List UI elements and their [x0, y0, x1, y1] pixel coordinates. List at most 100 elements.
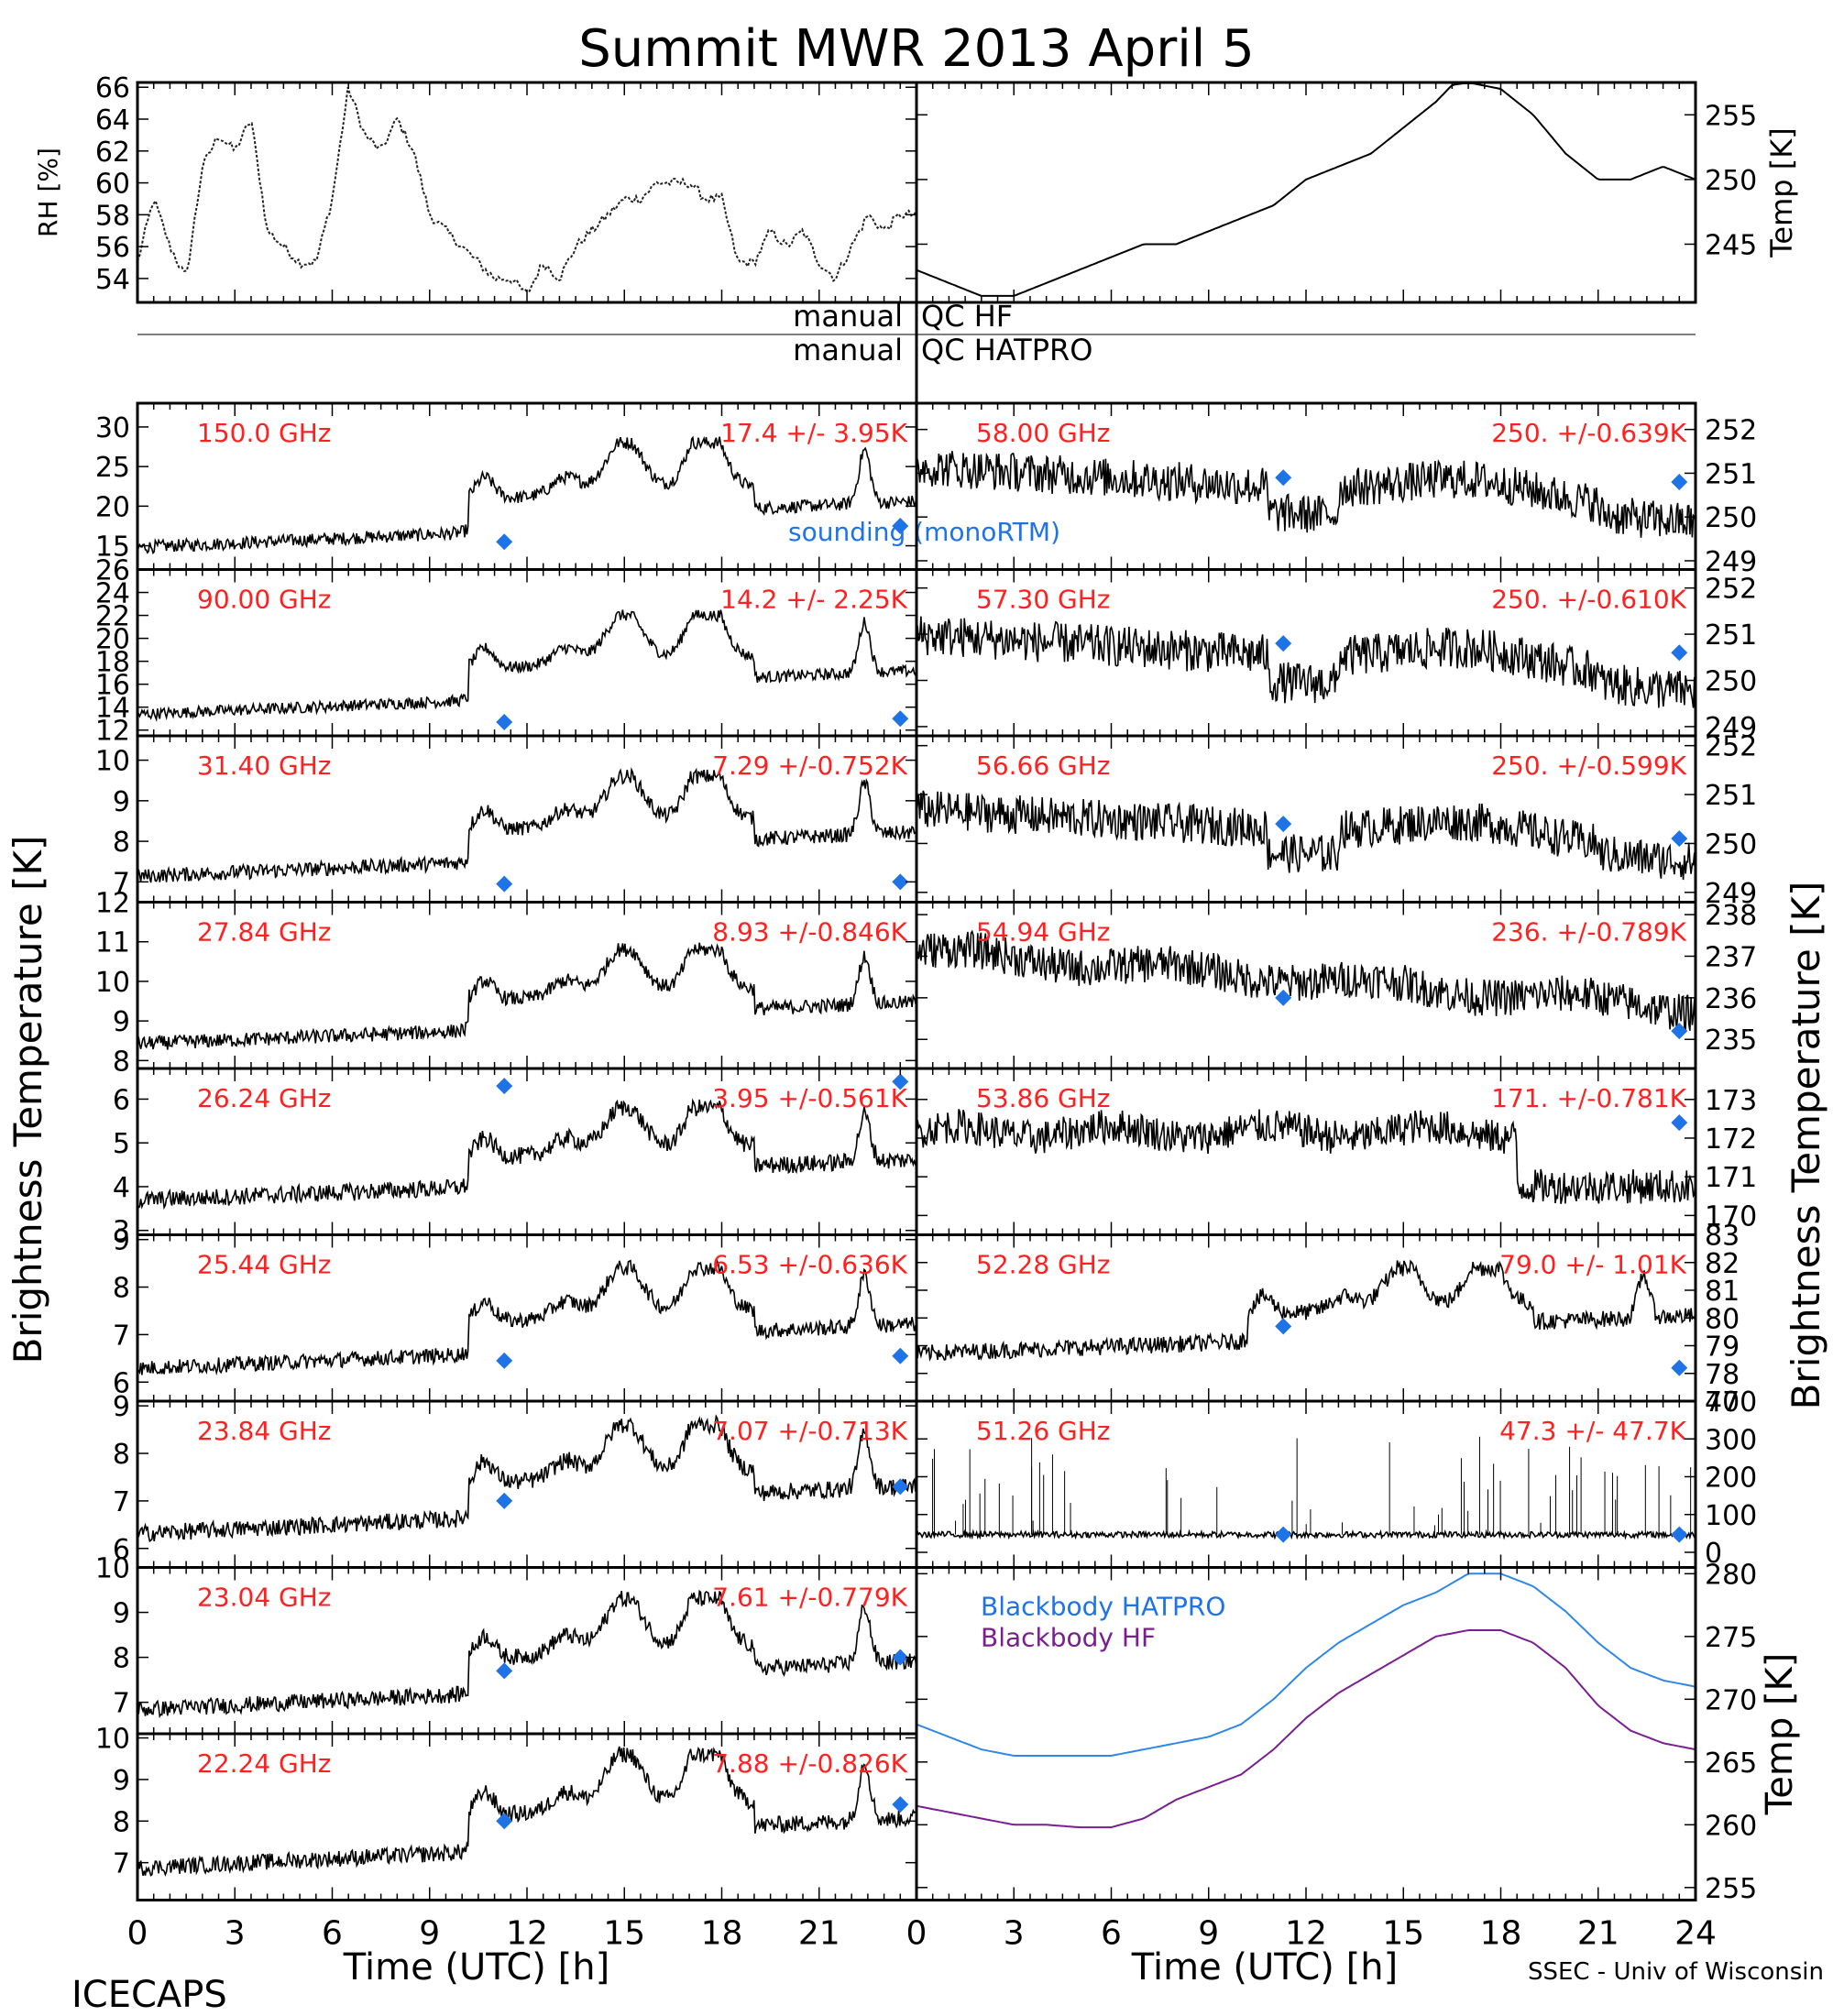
y-tick-label: 265	[1705, 1748, 1757, 1780]
y-tick-label: 66	[95, 72, 130, 104]
y-tick-label: 255	[1705, 100, 1757, 132]
x-tick-label: 3	[1004, 1915, 1025, 1953]
panel-ch150: 150.0 GHz 17.4 +/- 3.95K	[137, 418, 917, 555]
y-tick-label: 237	[1705, 941, 1757, 973]
panel-frame	[136, 81, 918, 304]
y-tick-label: 83	[1705, 1221, 1740, 1253]
channel-frequency: 57.30 GHz	[976, 585, 1111, 615]
channel-frequency: 23.84 GHz	[197, 1416, 332, 1446]
x-tick-label: 0	[127, 1915, 148, 1953]
panel-ch53_86: 53.86 GHz 171. +/-0.781K	[916, 1083, 1696, 1204]
y-tick-label: 26	[95, 555, 130, 587]
y-tick-label: 270	[1705, 1684, 1757, 1716]
y-tick-label: 250	[1705, 666, 1757, 698]
panel-ch58: 58.00 GHz 250. +/-0.639K	[916, 418, 1696, 538]
y-tick-label: 251	[1705, 458, 1757, 490]
sounding-point	[496, 1492, 513, 1509]
qc-hatpro-prefix: manual	[793, 333, 903, 367]
channel-statistic: 47.3 +/- 47.7K	[1499, 1416, 1686, 1446]
channel-statistic: 7.29 +/-0.752K	[712, 751, 907, 781]
y-tick-label: 15	[95, 531, 130, 564]
channel-statistic: 250. +/-0.610K	[1491, 585, 1686, 615]
sounding-point	[1671, 830, 1688, 848]
x-tick-label: 21	[798, 1915, 840, 1953]
y-tick-label: 10	[95, 1553, 130, 1585]
channel-frequency: 25.44 GHz	[197, 1250, 332, 1280]
panel-ch26: 26.24 GHz 3.95 +/-0.561K	[137, 1073, 917, 1211]
y-tick-label: 9	[113, 1391, 130, 1423]
y-tick-label: 22	[95, 601, 130, 633]
x-tick-label: 12	[1285, 1915, 1327, 1953]
y-tick-label: 9	[113, 786, 130, 818]
sounding-point	[1275, 635, 1292, 652]
y-tick-label: 20	[95, 624, 130, 656]
x-tick-label: 6	[322, 1915, 343, 1953]
y-tick-label: 24	[95, 578, 130, 610]
y-tick-label: 400	[1705, 1386, 1757, 1419]
panel-ch31: 31.40 GHz 7.29 +/-0.752K	[137, 751, 917, 893]
trace-line	[137, 435, 917, 555]
channel-statistic: 17.4 +/- 3.95K	[720, 418, 907, 448]
y-tick-label: 8	[113, 1643, 130, 1675]
sounding-point	[1275, 1318, 1292, 1335]
y-tick-label: 7	[113, 1848, 130, 1880]
y-tick-label: 8	[113, 1046, 130, 1078]
y-tick-label: 252	[1705, 415, 1757, 447]
trace-line	[916, 790, 1696, 881]
y-tick-label: 275	[1705, 1622, 1757, 1654]
trace-line	[916, 451, 1696, 538]
channel-frequency: 27.84 GHz	[197, 917, 332, 948]
x-tick-label: 9	[419, 1915, 440, 1953]
sounding-point	[892, 517, 909, 534]
x-tick-label: 15	[603, 1915, 645, 1953]
trace-line	[137, 1746, 917, 1877]
channel-frequency: 54.94 GHz	[976, 917, 1111, 948]
panel-ch57_30: 57.30 GHz 250. +/-0.610K	[916, 585, 1696, 708]
sounding-point	[1671, 1114, 1688, 1132]
y-tick-label: 8	[113, 1273, 130, 1305]
y-tick-label: 77	[1705, 1386, 1740, 1419]
y-tick-label: 9	[113, 1006, 130, 1038]
y-tick-label: 11	[95, 927, 130, 959]
y-tick-label: 300	[1705, 1424, 1757, 1456]
y-tick-label: 64	[95, 104, 130, 137]
channel-frequency: 22.24 GHz	[197, 1748, 332, 1779]
channel-statistic: 7.61 +/-0.779K	[712, 1583, 907, 1613]
x-tick-label: 21	[1577, 1915, 1619, 1953]
sounding-point	[1671, 473, 1688, 490]
channel-frequency: 56.66 GHz	[976, 751, 1111, 781]
sounding-point	[1275, 1526, 1292, 1543]
channel-statistic: 236. +/-0.789K	[1491, 917, 1686, 948]
y-tick-label: 6	[113, 1534, 130, 1566]
blackbody-axis-label: Temp [K]	[1759, 1653, 1801, 1816]
y-tick-label: 100	[1705, 1500, 1757, 1532]
sounding-point	[1275, 989, 1292, 1006]
qc-hf-label: QC HF	[921, 299, 1013, 334]
series-line	[916, 1629, 1696, 1829]
y-tick-label: 260	[1705, 1810, 1757, 1842]
channel-frequency: 51.26 GHz	[976, 1416, 1111, 1446]
channel-frequency: 23.04 GHz	[197, 1583, 332, 1613]
x-label-left: Time (UTC) [h]	[343, 1946, 609, 1989]
panel-ch90: 90.00 GHz 14.2 +/- 2.25K	[137, 585, 917, 730]
sounding-point	[496, 1078, 513, 1095]
y-tick-label: 78	[1705, 1359, 1740, 1391]
y-tick-label: 255	[1705, 1873, 1757, 1905]
sounding-point	[1671, 1023, 1688, 1040]
x-tick-label: 18	[701, 1915, 743, 1953]
y-tick-label: 5	[113, 1128, 130, 1160]
y-tick-label: 251	[1705, 619, 1757, 652]
y-tick-label: 81	[1705, 1276, 1740, 1308]
y-tick-label: 56	[95, 232, 130, 264]
y-tick-label: 8	[113, 827, 130, 859]
y-tick-label: 252	[1705, 574, 1757, 606]
panel-ch56_66: 56.66 GHz 250. +/-0.599K	[916, 751, 1696, 881]
y-tick-label: 6	[113, 1367, 130, 1399]
y-tick-label: 20	[95, 491, 130, 523]
y-tick-label: 245	[1705, 229, 1757, 261]
channel-frequency: 52.28 GHz	[976, 1250, 1111, 1280]
y-tick-label: 4	[113, 1172, 130, 1204]
y-tick-label: 8	[113, 1806, 130, 1838]
legend-blackbody-hf: Blackbody HF	[981, 1623, 1156, 1653]
